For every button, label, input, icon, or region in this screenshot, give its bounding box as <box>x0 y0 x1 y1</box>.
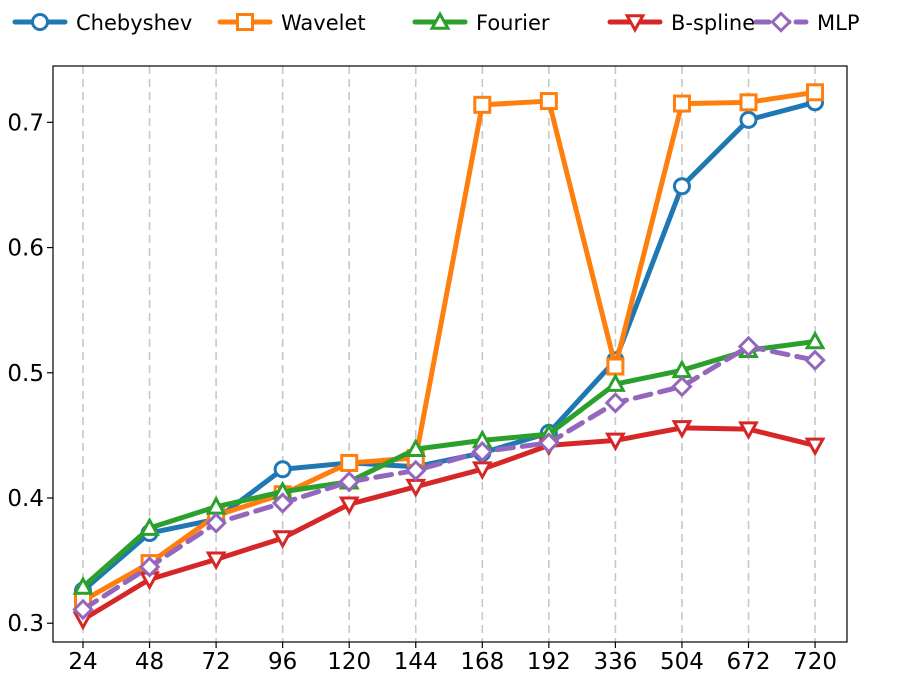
x-tick-label: 504 <box>660 649 704 675</box>
legend: Chebyshev Wavelet Fourier B-spline MLP <box>12 11 859 35</box>
data-point-b-spline <box>804 437 826 457</box>
data-point-b-spline <box>272 530 294 550</box>
legend-label-b-spline: B-spline <box>671 11 755 35</box>
data-point-b-spline <box>671 420 693 439</box>
legend-item-chebyshev: Chebyshev <box>12 11 192 35</box>
data-point-mlp <box>804 349 826 372</box>
data-point-fourier <box>72 575 94 595</box>
data-point-fourier <box>205 495 227 515</box>
series-line-chebyshev <box>80 99 818 594</box>
data-point-fourier <box>405 438 427 457</box>
y-tick-label: 0.7 <box>7 110 44 136</box>
data-point-wavelet <box>806 83 825 102</box>
data-point-fourier <box>604 373 626 392</box>
series-line-b-spline <box>80 425 818 622</box>
x-tick-label: 168 <box>460 649 504 675</box>
data-point-wavelet <box>672 94 691 113</box>
legend-item-fourier: Fourier <box>412 11 550 35</box>
y-tick-label: 0.4 <box>7 486 44 512</box>
plot-frame <box>52 65 848 643</box>
data-point-mlp <box>405 459 427 482</box>
data-point-wavelet <box>340 453 359 472</box>
data-point-mlp <box>205 512 227 534</box>
data-point-mlp <box>338 470 360 493</box>
legend-marker-chebyshev <box>31 13 49 31</box>
y-tick-label: 0.5 <box>7 361 44 387</box>
x-tick-label: 192 <box>527 649 571 675</box>
legend-label-chebyshev: Chebyshev <box>76 11 192 35</box>
data-point-fourier <box>671 359 693 379</box>
data-point-mlp <box>471 440 494 463</box>
series-layer <box>72 83 826 631</box>
legend-marker-b-spline <box>624 14 646 33</box>
grid <box>82 66 816 642</box>
y-tick-label: 0.3 <box>7 611 44 637</box>
data-point-fourier <box>804 330 826 350</box>
data-point-b-spline <box>338 496 360 516</box>
data-point-mlp <box>72 598 94 621</box>
data-point-mlp <box>604 392 627 414</box>
data-point-wavelet <box>739 93 758 112</box>
legend-marker-wavelet <box>236 13 254 31</box>
data-point-wavelet <box>606 357 625 376</box>
data-point-mlp <box>737 335 760 358</box>
data-point-wavelet <box>473 95 492 114</box>
legend-item-b-spline: B-spline <box>607 11 755 35</box>
data-point-mlp <box>271 492 294 514</box>
data-point-b-spline <box>471 461 493 481</box>
data-point-fourier <box>139 517 160 536</box>
x-tick-label: 336 <box>593 649 637 675</box>
x-tick-label: 672 <box>727 649 771 675</box>
data-point-chebyshev <box>739 110 758 129</box>
legend-marker-mlp <box>770 11 792 33</box>
legend-item-wavelet: Wavelet <box>217 11 366 35</box>
x-tick-label: 720 <box>793 649 837 675</box>
data-point-mlp <box>671 375 693 398</box>
legend-label-mlp: MLP <box>817 11 859 35</box>
y-tick-label: 0.6 <box>7 236 44 262</box>
data-point-mlp <box>538 432 560 454</box>
x-tick-label: 120 <box>327 649 371 675</box>
data-point-wavelet <box>539 92 558 111</box>
data-point-chebyshev <box>672 177 691 196</box>
data-point-b-spline <box>405 478 427 498</box>
legend-item-mlp: MLP <box>753 11 859 35</box>
data-point-chebyshev <box>273 460 292 479</box>
series-line-mlp <box>80 343 818 612</box>
data-point-b-spline <box>604 432 626 452</box>
axes: 24 48 72 96 120 144 168 192 336 504 672 720 0.3 0.4 0.… <box>7 110 837 675</box>
legend-marker-fourier <box>429 11 451 30</box>
x-tick-label: 24 <box>68 649 97 675</box>
x-tick-label: 96 <box>268 649 297 675</box>
series-line-wavelet <box>80 89 818 604</box>
legend-label-fourier: Fourier <box>476 11 550 35</box>
data-point-mlp <box>138 556 161 578</box>
data-point-b-spline <box>738 421 759 441</box>
data-point-b-spline <box>205 551 227 571</box>
x-tick-label: 72 <box>201 649 230 675</box>
x-tick-label: 48 <box>135 649 164 675</box>
series-line-fourier <box>80 338 818 590</box>
x-tick-label: 144 <box>394 649 438 675</box>
legend-label-wavelet: Wavelet <box>281 11 366 35</box>
